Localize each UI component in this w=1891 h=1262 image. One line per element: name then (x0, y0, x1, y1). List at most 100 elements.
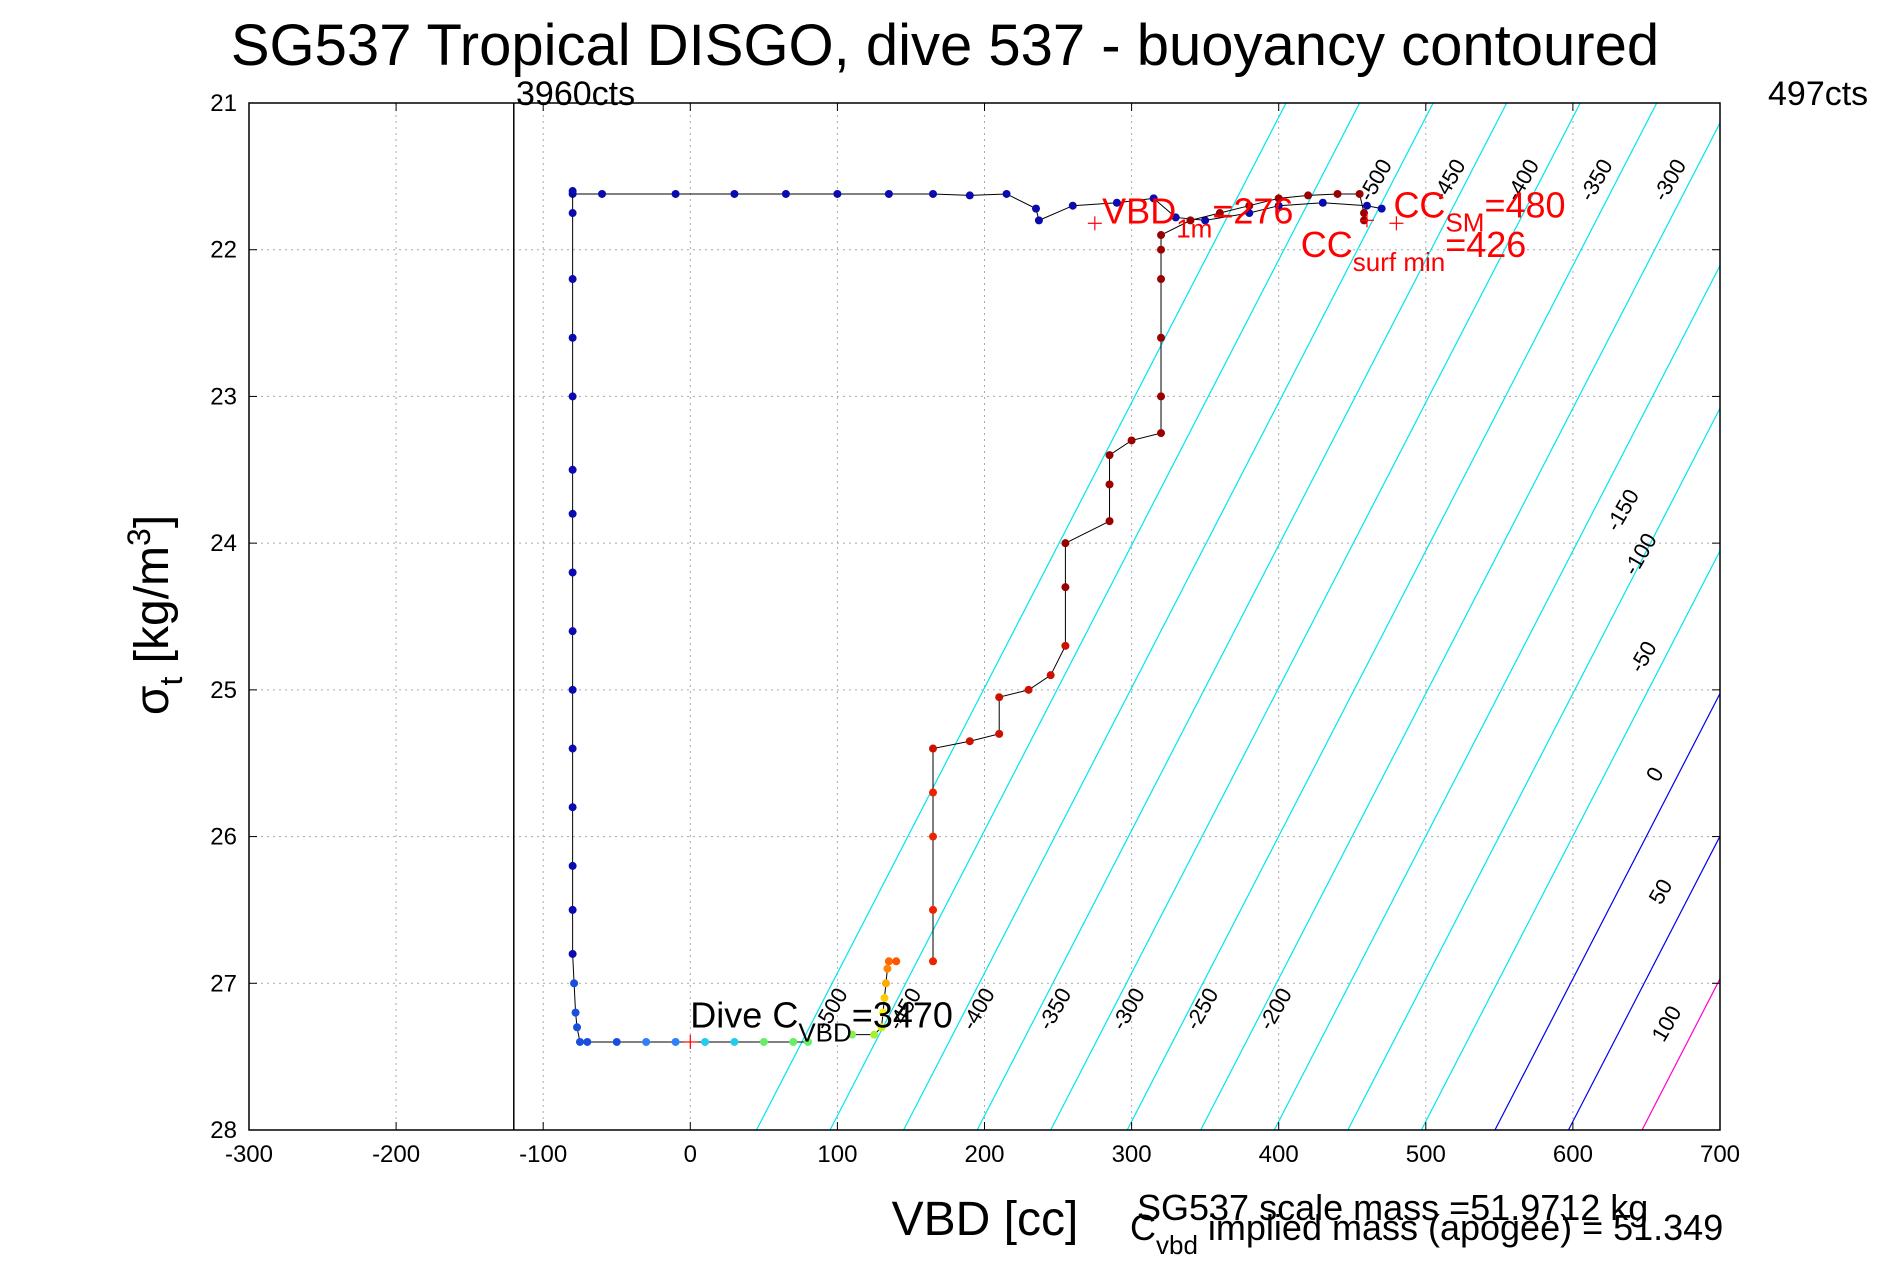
marker-label: CCsurf min=426 (1301, 224, 1527, 277)
climb-path (932, 193, 1365, 962)
dive-point (568, 803, 577, 812)
apogee-point (848, 1030, 857, 1039)
x-tick-label: -100 (519, 1141, 567, 1168)
top-right-counts: 497cts (1768, 75, 1868, 113)
apogee-point (881, 979, 890, 988)
climb-point (1024, 685, 1033, 694)
marker-label-main: CC (1393, 184, 1445, 225)
climb-point (1157, 429, 1166, 438)
surface-point (1112, 198, 1121, 207)
surface-path (572, 193, 1382, 222)
surface-point (833, 189, 842, 198)
climb-point (1105, 480, 1114, 489)
dive-point (568, 568, 577, 577)
x-tick-label: 400 (1259, 1141, 1299, 1168)
surface-point (1171, 213, 1180, 222)
y-tick-label: 21 (210, 90, 237, 117)
climb-point (1061, 539, 1070, 548)
surface-point (1245, 209, 1254, 218)
marker-label-tail: =276 (1212, 190, 1293, 231)
x-tick-label: 500 (1406, 1141, 1446, 1168)
dive-point (568, 392, 577, 401)
surface-point (671, 189, 680, 198)
dive-point (568, 627, 577, 636)
contour-line (1200, 122, 1721, 1131)
y-tick-label: 23 (210, 383, 237, 410)
surface-point (884, 189, 893, 198)
dive-point (730, 1037, 739, 1046)
climb-point (1157, 392, 1166, 401)
contour-label: -350 (1033, 984, 1077, 1035)
x-tick-label: 100 (817, 1141, 857, 1168)
y-tick-label: 25 (210, 677, 237, 704)
x-tick-label: 700 (1700, 1141, 1740, 1168)
surface-point (781, 189, 790, 198)
contour-label: -150 (1600, 485, 1644, 536)
contour-line (1420, 550, 1721, 1131)
y-tick-label: 26 (210, 824, 237, 851)
y-tick-label: 22 (210, 237, 237, 264)
climb-point (1105, 517, 1114, 526)
climb-point (1186, 216, 1195, 225)
dive-point (701, 1037, 710, 1046)
contour-label: 0 (1641, 763, 1669, 786)
surface-point (730, 189, 739, 198)
climb-point (1245, 201, 1254, 210)
climb-point (1304, 191, 1313, 200)
contour-label: -50 (1624, 637, 1662, 677)
dive-point (568, 861, 577, 870)
x-axis-ticks: -300 -200 -100 0 100 200 300 400 500 600 700 (225, 103, 1740, 1168)
contour-label: -300 (1106, 984, 1150, 1035)
y-tick-label: 28 (210, 1117, 237, 1144)
contour-label: -300 (1648, 155, 1692, 206)
x-tick-label: -200 (372, 1141, 420, 1168)
dive-point (568, 685, 577, 694)
footer-cvbd-main: C (1130, 1207, 1156, 1248)
climb-point (1157, 245, 1166, 254)
apogee-point (879, 1008, 888, 1017)
y-axis-label: σt [kg/m3] (121, 515, 189, 715)
footer-cvbd-tail: implied mass (apogee) = 51.349 (1198, 1207, 1723, 1248)
x-tick-label: 300 (1112, 1141, 1152, 1168)
surface-point (1068, 201, 1077, 210)
climb-point (929, 957, 938, 966)
marker-label-sub: 1m (1176, 213, 1212, 243)
climb-point (929, 905, 938, 914)
contour-line (1494, 693, 1721, 1131)
dive-point (568, 187, 577, 196)
contour-label: -100 (1618, 529, 1662, 580)
surface-point (1318, 198, 1327, 207)
dive-point (759, 1037, 768, 1046)
footer-scale-mass: SG537 scale mass =51.9712 kg (1137, 1187, 1648, 1228)
contour-line (1567, 835, 1721, 1131)
surface-point (1002, 189, 1011, 198)
marker-label-sub: SM (1445, 207, 1484, 237)
marker-label-tail: =426 (1445, 224, 1526, 265)
footer-implied-mass: Cvbd implied mass (apogee) = 51.349 (1130, 1207, 1723, 1260)
dive-point (568, 465, 577, 474)
contour-line (1641, 978, 1721, 1131)
contour-line (1347, 407, 1721, 1131)
marker-label-sub: VBD (798, 1017, 851, 1047)
dive-point (568, 333, 577, 342)
climb-point (965, 737, 974, 746)
y-label-unit: [kg/m (126, 546, 179, 677)
surface-point (1362, 201, 1371, 210)
climb-point (1333, 189, 1342, 198)
marker-label: Dive CVBD=3470 (690, 994, 953, 1047)
contour-line (1126, 102, 1658, 1131)
surface-point (1377, 204, 1386, 213)
climb-point (929, 788, 938, 797)
marker-label-sub: surf min (1353, 247, 1445, 277)
x-axis-label: VBD [cc] (892, 1193, 1079, 1246)
contour-line (755, 102, 1287, 1131)
dive-point (570, 979, 579, 988)
contour-line (829, 102, 1361, 1131)
dive-point (671, 1037, 680, 1046)
contour-label: -400 (956, 984, 1000, 1035)
grid (249, 103, 1720, 1130)
surface-point (965, 191, 974, 200)
dive-point (642, 1037, 651, 1046)
